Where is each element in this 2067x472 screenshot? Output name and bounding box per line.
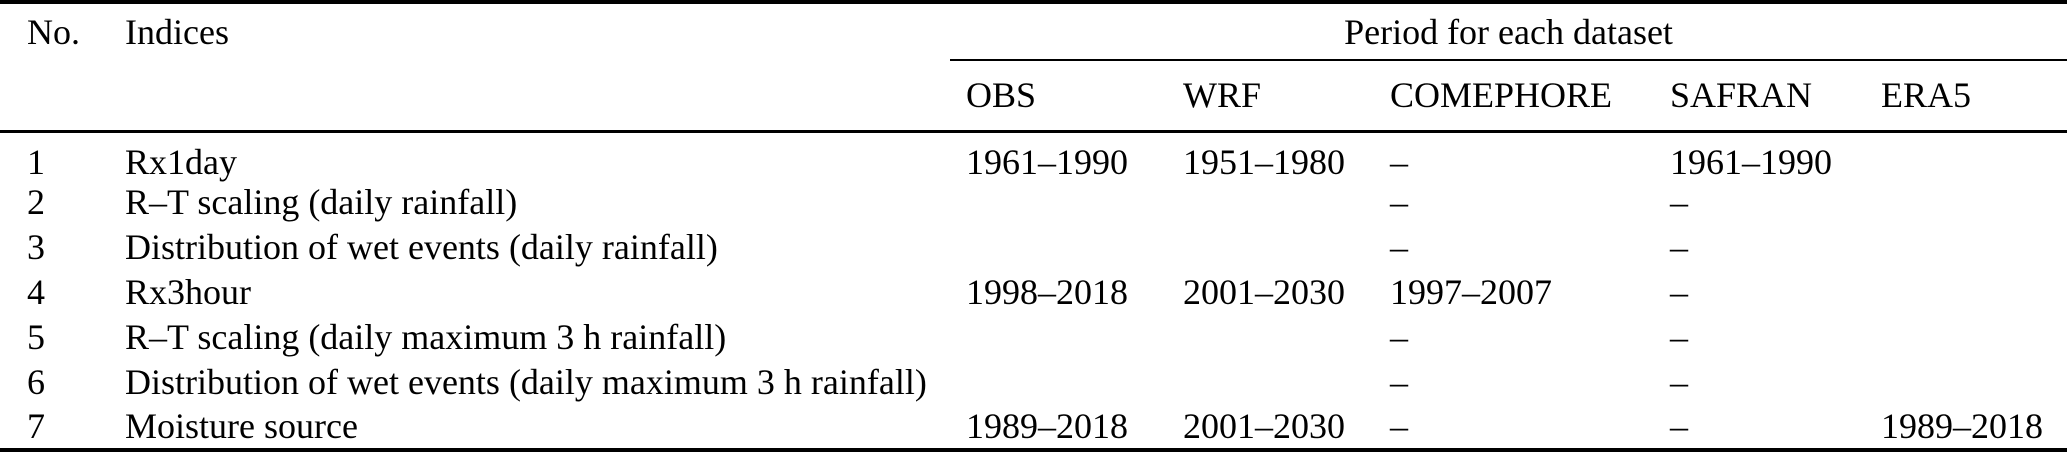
cell-comephore: 1997–2007 [1390, 272, 1552, 312]
cell-wrf: 2001–2030 [1183, 272, 1345, 312]
cell-index: R–T scaling (daily rainfall) [125, 182, 518, 222]
cell-wrf [1167, 315, 1374, 360]
cell-index: Rx3hour [125, 272, 251, 312]
col-header-comephore: COMEPHORE [1374, 60, 1654, 133]
cell-comephore: – [1390, 227, 1408, 267]
cell-era5 [1865, 180, 2067, 225]
cell-safran: – [1670, 362, 1688, 402]
cell-obs [950, 315, 1167, 360]
group-header-row: No. Indices Period for each dataset [0, 2, 2067, 61]
cell-index: Distribution of wet events (daily rainfa… [125, 227, 718, 267]
cell-index: Moisture source [125, 406, 358, 446]
cell-obs: 1961–1990 [966, 141, 1128, 182]
cell-no: 1 [27, 141, 45, 182]
cell-wrf [1167, 180, 1374, 225]
cell-obs [950, 180, 1167, 225]
cell-era5 [1865, 315, 2067, 360]
cell-index: Rx1day [125, 141, 237, 182]
cell-safran: 1961–1990 [1670, 141, 1832, 182]
table-row: 3 Distribution of wet events (daily rain… [0, 225, 2067, 270]
table-row: 5 R–T scaling (daily maximum 3 h rainfal… [0, 315, 2067, 360]
col-header-obs: OBS [950, 60, 1167, 133]
cell-wrf [1167, 360, 1374, 405]
cell-no: 2 [27, 182, 45, 222]
cell-comephore: – [1390, 406, 1408, 446]
table-row: 4 Rx3hour 1998–2018 2001–2030 1997–2007 … [0, 270, 2067, 315]
dataset-header-row: OBS WRF COMEPHORE SAFRAN ERA5 [0, 60, 2067, 133]
cell-safran: – [1670, 406, 1688, 446]
header-spacer [0, 60, 125, 133]
cell-no: 6 [27, 362, 45, 402]
col-group-header-period: Period for each dataset [950, 2, 2067, 61]
cell-era5 [1865, 225, 2067, 270]
cell-safran: – [1670, 227, 1688, 267]
cell-comephore: – [1390, 182, 1408, 222]
cell-safran: – [1670, 182, 1688, 222]
cell-no: 3 [27, 227, 45, 267]
cell-no: 5 [27, 317, 45, 357]
cell-wrf: 1951–1980 [1183, 141, 1345, 182]
cell-comephore: – [1390, 317, 1408, 357]
cell-safran: – [1670, 317, 1688, 357]
cell-wrf [1167, 225, 1374, 270]
cell-era5 [1865, 360, 2067, 405]
table-row: 1 Rx1day 1961–1990 1951–1980 – 1961–1990 [0, 131, 2067, 180]
cell-index: Distribution of wet events (daily maximu… [125, 362, 927, 402]
cell-no: 4 [27, 272, 45, 312]
cell-safran: – [1670, 272, 1688, 312]
col-header-no: No. [27, 12, 80, 52]
cell-index: R–T scaling (daily maximum 3 h rainfall) [125, 317, 727, 357]
col-header-indices: Indices [125, 12, 229, 52]
cell-era5: 1989–2018 [1881, 406, 2043, 446]
col-header-safran: SAFRAN [1654, 60, 1865, 133]
cell-no: 7 [27, 406, 45, 446]
cell-obs [950, 360, 1167, 405]
col-header-wrf: WRF [1167, 60, 1374, 133]
cell-era5 [1865, 270, 2067, 315]
cell-obs: 1989–2018 [966, 406, 1128, 446]
cell-wrf: 2001–2030 [1183, 406, 1345, 446]
header-spacer [125, 60, 950, 133]
col-header-era5: ERA5 [1865, 60, 2067, 133]
table-row: 2 R–T scaling (daily rainfall) – – [0, 180, 2067, 225]
table-row: 6 Distribution of wet events (daily maxi… [0, 360, 2067, 405]
table-row: 7 Moisture source 1989–2018 2001–2030 – … [0, 405, 2067, 450]
cell-era5 [1865, 131, 2067, 180]
cell-comephore: – [1390, 362, 1408, 402]
cell-obs: 1998–2018 [966, 272, 1128, 312]
cell-comephore: – [1390, 141, 1408, 182]
cell-obs [950, 225, 1167, 270]
dataset-period-table: No. Indices Period for each dataset OBS … [0, 0, 2067, 452]
